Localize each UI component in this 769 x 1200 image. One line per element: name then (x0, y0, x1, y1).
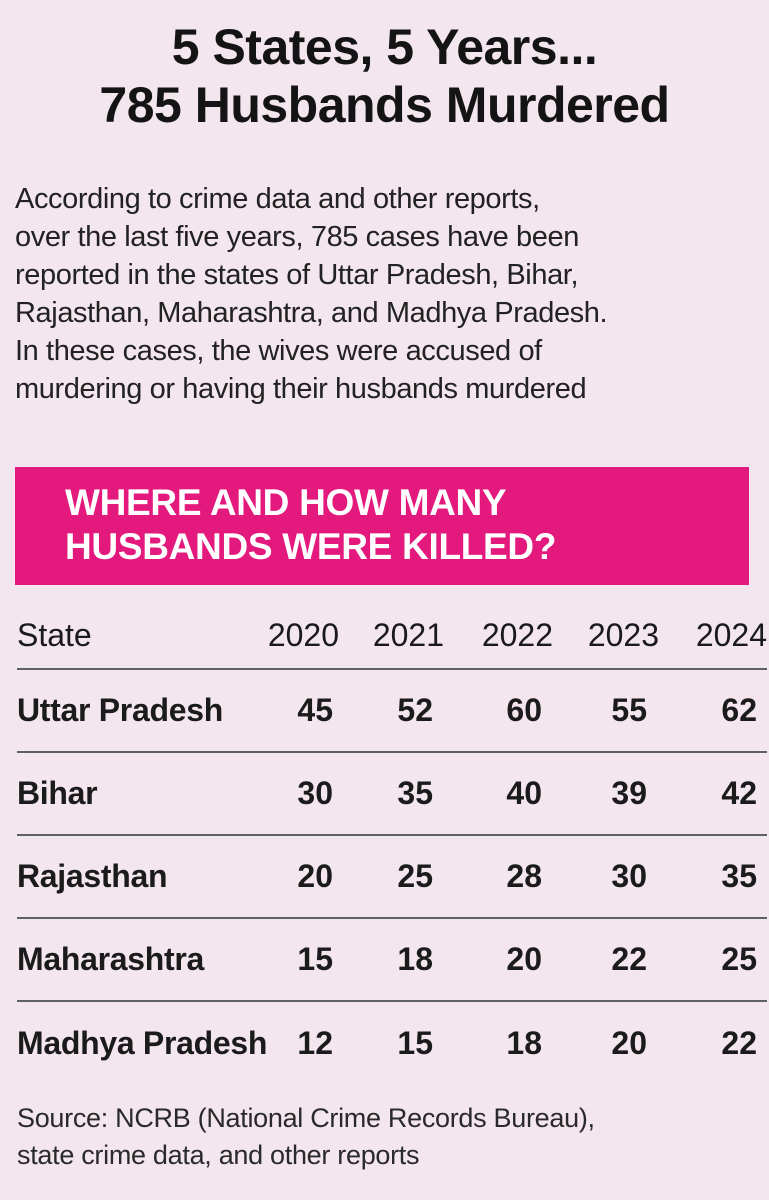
table-cell: 25 (397, 858, 433, 894)
table-cell: 12 (297, 1025, 333, 1061)
banner-line-2: HUSBANDS WERE KILLED? (65, 526, 557, 567)
table-row: Madhya Pradesh 12 15 18 20 22 (17, 1002, 767, 1085)
table-cell: 35 (721, 858, 757, 894)
column-header-year: 2024 (695, 617, 767, 653)
table-cell: 30 (297, 775, 333, 811)
column-header-year: 2020 (267, 617, 339, 653)
column-header-year: 2021 (372, 617, 444, 653)
source-line-2: state crime data, and other reports (17, 1140, 420, 1170)
table-header-row: State 2020 2021 2022 2023 2024 (17, 603, 767, 670)
intro-line: Rajasthan, Maharashtra, and Madhya Prade… (15, 297, 608, 329)
table-row: Uttar Pradesh 45 52 60 55 62 (17, 670, 767, 753)
source-line-1: Source: NCRB (National Crime Records Bur… (17, 1103, 595, 1133)
state-name: Rajasthan (17, 858, 168, 894)
column-header-year: 2023 (587, 617, 659, 653)
table-cell: 60 (506, 692, 542, 728)
state-name: Maharashtra (17, 941, 204, 977)
table-cell: 22 (721, 1025, 757, 1061)
table-cell: 18 (397, 941, 433, 977)
table-cell: 20 (297, 858, 333, 894)
table-row: Rajasthan 20 25 28 30 35 (17, 836, 767, 919)
table-cell: 15 (297, 941, 333, 977)
headline-line-2: 785 Husbands Murdered (99, 77, 670, 133)
table-cell: 30 (611, 858, 647, 894)
source-note: Source: NCRB (National Crime Records Bur… (17, 1100, 769, 1174)
state-name: Madhya Pradesh (17, 1025, 268, 1061)
headline: 5 States, 5 Years... 785 Husbands Murder… (0, 18, 769, 134)
state-name: Uttar Pradesh (17, 692, 223, 728)
state-name: Bihar (17, 775, 98, 811)
table-cell: 35 (397, 775, 433, 811)
intro-paragraph: According to crime data and other report… (15, 180, 767, 408)
table-cell: 39 (611, 775, 647, 811)
table-cell: 42 (721, 775, 757, 811)
table-cell: 15 (397, 1025, 433, 1061)
table-cell: 55 (611, 692, 647, 728)
headline-line-1: 5 States, 5 Years... (171, 19, 598, 75)
table-cell: 45 (297, 692, 333, 728)
table-cell: 52 (397, 692, 433, 728)
table-cell: 40 (506, 775, 542, 811)
table-row: Bihar 30 35 40 39 42 (17, 753, 767, 836)
table-row: Maharashtra 15 18 20 22 25 (17, 919, 767, 1002)
banner-line-1: WHERE AND HOW MANY (65, 482, 507, 523)
intro-line: over the last five years, 785 cases have… (15, 221, 579, 253)
intro-line: According to crime data and other report… (15, 183, 540, 215)
table-cell: 22 (611, 941, 647, 977)
table-cell: 20 (611, 1025, 647, 1061)
data-table: State 2020 2021 2022 2023 2024 Uttar Pra… (17, 603, 767, 1085)
table-cell: 18 (506, 1025, 542, 1061)
table-cell: 20 (506, 941, 542, 977)
table-cell: 62 (721, 692, 757, 728)
column-header-year: 2022 (481, 617, 553, 653)
intro-line: In these cases, the wives were accused o… (15, 335, 542, 367)
section-banner: WHERE AND HOW MANY HUSBANDS WERE KILLED? (15, 467, 749, 585)
table-cell: 28 (506, 858, 542, 894)
column-header-state: State (17, 617, 92, 653)
table-cell: 25 (721, 941, 757, 977)
intro-line: reported in the states of Uttar Pradesh,… (15, 259, 579, 291)
intro-line: murdering or having their husbands murde… (15, 373, 587, 405)
